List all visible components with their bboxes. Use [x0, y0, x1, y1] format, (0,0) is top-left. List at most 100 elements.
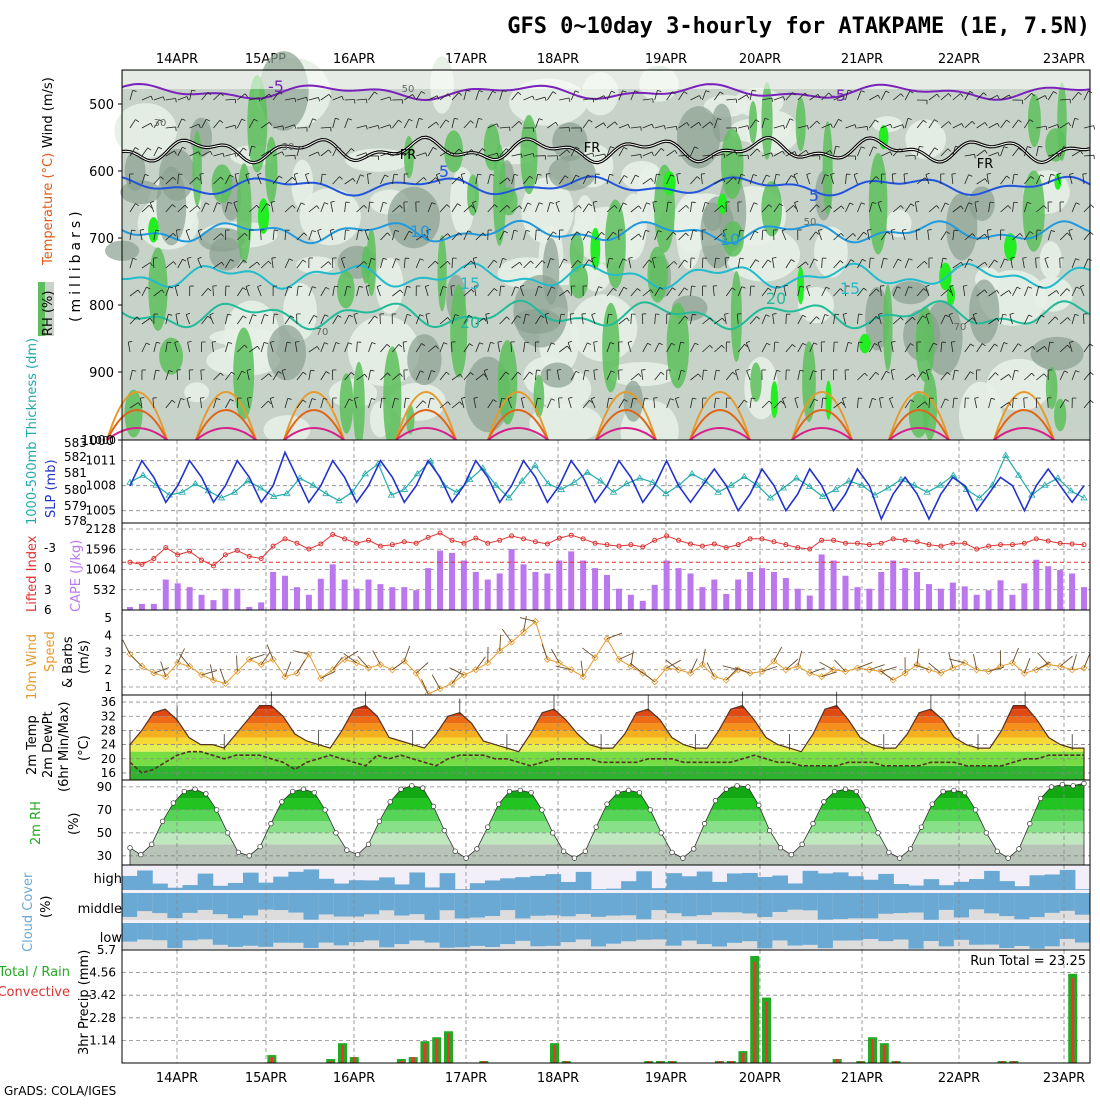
- cape-bar: [413, 590, 419, 610]
- wind-barb-tick: [773, 314, 777, 315]
- low-cloud-bar: [1045, 923, 1061, 946]
- contour-label-14: 50: [282, 142, 295, 153]
- high-cloud-bar: [440, 873, 456, 890]
- rh-point: [128, 845, 133, 850]
- pressure-tick-900: 900: [89, 366, 114, 381]
- high-cloud-bar: [273, 877, 289, 890]
- rh-point: [464, 856, 469, 861]
- rh-point: [1006, 856, 1011, 861]
- cape-bar: [485, 580, 491, 610]
- middle-cloud-bar: [878, 893, 894, 914]
- high-cloud-bar: [803, 871, 819, 890]
- middle-cloud-bar: [999, 893, 1015, 916]
- high-cloud-bar: [712, 882, 728, 890]
- low-cloud-bar: [183, 923, 199, 940]
- rh-patch-green: [721, 129, 744, 199]
- low-cloud-bar: [803, 923, 819, 945]
- cape-bar: [711, 580, 717, 610]
- high-cloud-bar: [757, 877, 773, 890]
- cape-bar: [258, 602, 264, 610]
- high-cloud-bar: [349, 880, 365, 890]
- rh-point: [973, 808, 978, 813]
- top-date-23APR: 23APR: [1043, 52, 1085, 67]
- precip-bg: [122, 950, 1090, 1063]
- rh-patch-green: [1028, 94, 1041, 147]
- contour-label-6: 5: [809, 186, 819, 205]
- high-cloud-bar: [1014, 886, 1030, 890]
- middle-cloud-bar: [606, 893, 622, 916]
- high-cloud-bar: [924, 879, 940, 890]
- middle-cloud-bar: [500, 893, 516, 910]
- cape-bar: [914, 572, 920, 610]
- high-cloud-bar: [848, 876, 864, 890]
- cape-bar: [222, 589, 228, 610]
- high-cloud-bar: [621, 881, 637, 890]
- chart-title: GFS 0~10day 3-hourly for ATAKPAME (1E, 7…: [507, 14, 1090, 39]
- high-cloud-bar: [198, 874, 214, 890]
- high-cloud-bar: [727, 873, 743, 890]
- rh-point: [767, 828, 772, 833]
- rh-point: [778, 845, 783, 850]
- high-cloud-bar: [591, 889, 607, 890]
- precip-tick-3.42: 3.42: [89, 988, 116, 1002]
- wind-barb-tick: [725, 258, 729, 259]
- rh-patch-green: [467, 175, 479, 216]
- top-date-14APR: 14APR: [156, 52, 198, 67]
- cloud-unit: (%): [39, 896, 54, 919]
- rh-patch-green: [883, 284, 893, 371]
- top-date-20APR: 20APR: [739, 52, 781, 67]
- middle-cloud-bar: [379, 893, 395, 910]
- cape-bar: [521, 564, 527, 610]
- rh-patch-green: [437, 235, 446, 311]
- li-tick-0: 0: [44, 561, 52, 575]
- contour-label-16: 70: [316, 327, 329, 338]
- contour-label-12: 20: [460, 313, 480, 332]
- low-cloud-bar: [818, 923, 834, 948]
- precip-tick-2.28: 2.28: [89, 1011, 116, 1025]
- rh-tick-50: 50: [97, 826, 112, 840]
- rh-point: [865, 808, 870, 813]
- middle-cloud-bar: [228, 893, 244, 918]
- rh-point: [496, 802, 501, 807]
- middle-cloud-bar: [1030, 893, 1046, 917]
- rh-patch-green: [602, 303, 619, 393]
- rh-point: [388, 800, 393, 805]
- cape-bar: [938, 589, 944, 610]
- cape-bar: [210, 600, 216, 610]
- rh-band: [122, 833, 1090, 844]
- cape-bar: [986, 590, 992, 610]
- wind-barb-tick: [382, 398, 386, 399]
- thickness-tick-583: 583: [64, 436, 87, 450]
- wind-tick-3: 3: [104, 646, 112, 660]
- middle-cloud-bar: [712, 893, 728, 912]
- footer-credit: GrADS: COLA/IGES: [4, 1084, 116, 1098]
- bottom-date-16APR: 16APR: [333, 1071, 375, 1086]
- rh-patch-dark: [946, 193, 977, 260]
- rh-point: [995, 849, 1000, 854]
- rh-point: [279, 800, 284, 805]
- rh-point: [475, 847, 480, 852]
- middle-cloud-bar: [984, 893, 1000, 913]
- rh-point: [236, 850, 241, 855]
- rh-patch-light: [676, 198, 701, 269]
- rh-patch-bright: [590, 228, 600, 270]
- rh-patch-dark: [407, 334, 441, 385]
- middle-cloud-bar: [561, 893, 577, 916]
- high-cloud-bar: [984, 871, 1000, 890]
- low-cloud-bar: [833, 923, 849, 941]
- rh-point: [269, 821, 274, 826]
- cloud-level-high: high: [94, 872, 122, 887]
- middle-cloud-bar: [818, 893, 834, 920]
- rh-point: [811, 821, 816, 826]
- low-cloud-bar: [712, 923, 728, 947]
- slp-tick-1005: 1005: [85, 504, 116, 518]
- high-cloud-bar: [137, 870, 153, 890]
- low-cloud-bar: [122, 923, 138, 942]
- rh-patch-green: [731, 271, 742, 362]
- low-cloud-bar: [878, 923, 894, 941]
- cape-bar: [1033, 560, 1039, 610]
- contour-label-15: 50: [804, 217, 817, 228]
- low-cloud-bar: [727, 923, 743, 943]
- low-cloud-bar: [137, 923, 153, 940]
